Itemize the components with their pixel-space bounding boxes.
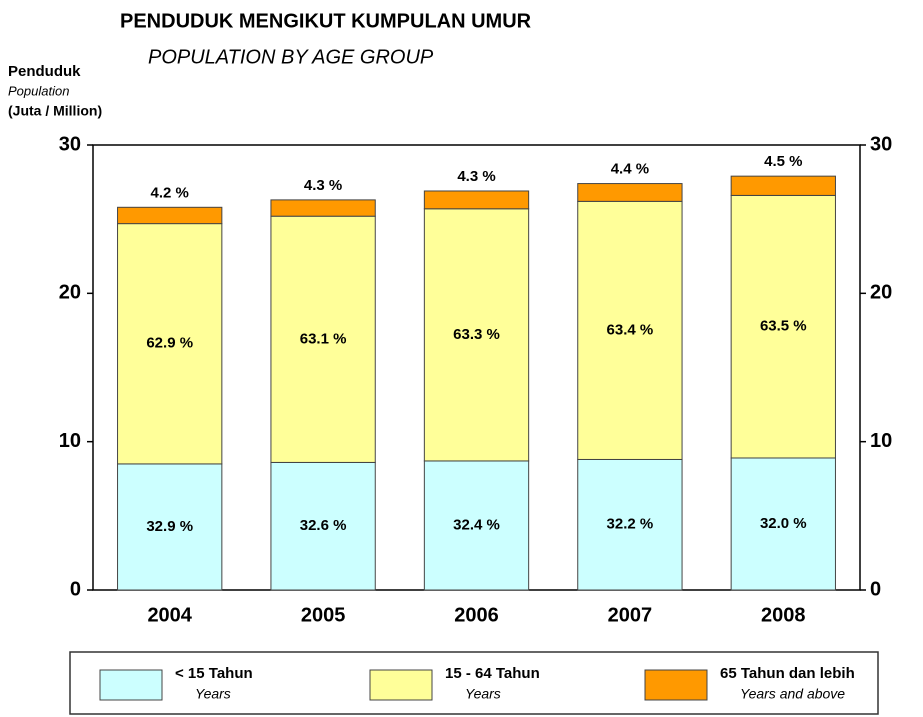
data-label: 32.4 % — [453, 516, 500, 533]
legend-swatch — [99, 669, 163, 701]
data-label: 4.3 % — [457, 168, 495, 185]
data-label: 32.6 % — [300, 517, 347, 534]
bar-segment — [423, 208, 530, 462]
bar-segment — [730, 457, 836, 591]
y-tick-label: 20 — [59, 282, 81, 304]
y-axis-label: Penduduk — [8, 63, 81, 80]
y2-tick-label: 20 — [870, 282, 892, 304]
x-tick-label: 2008 — [761, 604, 806, 626]
legend-box — [69, 651, 879, 715]
bar-segment — [730, 175, 836, 196]
y-axis-label: Population — [8, 83, 69, 98]
data-label: 32.0 % — [760, 515, 807, 532]
legend-label-en: Years — [465, 686, 501, 702]
chart-subtitle: POPULATION BY AGE GROUP — [148, 46, 434, 68]
data-label: 4.5 % — [764, 153, 802, 170]
y2-tick-label: 10 — [870, 430, 892, 452]
legend-label-en: Years and above — [740, 686, 845, 702]
data-label: 63.5 % — [760, 318, 807, 335]
data-label: 62.9 % — [146, 335, 193, 352]
bar-segment — [577, 200, 683, 460]
y2-tick-label: 0 — [870, 578, 881, 600]
x-tick-label: 2004 — [147, 604, 192, 626]
bar-segment — [117, 206, 223, 225]
data-label: 63.1 % — [300, 330, 347, 347]
chart-title: PENDUDUK MENGIKUT KUMPULAN UMUR — [120, 10, 532, 32]
y-axis-label: (Juta / Million) — [8, 103, 102, 119]
y-tick-label: 10 — [59, 430, 81, 452]
data-label: 4.3 % — [304, 177, 342, 194]
legend-label: < 15 Tahun — [175, 665, 253, 682]
legend-swatch — [644, 669, 708, 701]
data-label: 4.2 % — [151, 184, 189, 201]
legend-label: 65 Tahun dan lebih — [720, 665, 855, 682]
data-label: 32.9 % — [146, 518, 193, 535]
data-label: 32.2 % — [607, 516, 654, 533]
bar-segment — [730, 194, 836, 459]
bar-segment — [423, 190, 530, 210]
data-label: 4.4 % — [611, 161, 649, 178]
bar-segment — [577, 458, 683, 591]
bar-segment — [117, 463, 223, 591]
y2-tick-label: 30 — [870, 133, 892, 155]
data-label: 63.4 % — [607, 321, 654, 338]
legend-swatch — [369, 669, 433, 701]
x-tick-label: 2007 — [608, 604, 653, 626]
y-tick-label: 0 — [70, 578, 81, 600]
legend-label: 15 - 64 Tahun — [445, 665, 540, 682]
x-tick-label: 2006 — [454, 604, 499, 626]
legend-label-en: Years — [195, 686, 231, 702]
y-tick-label: 30 — [59, 133, 81, 155]
bar-segment — [577, 183, 683, 202]
data-label: 63.3 % — [453, 326, 500, 343]
x-tick-label: 2005 — [301, 604, 346, 626]
bar-segment — [270, 199, 376, 217]
